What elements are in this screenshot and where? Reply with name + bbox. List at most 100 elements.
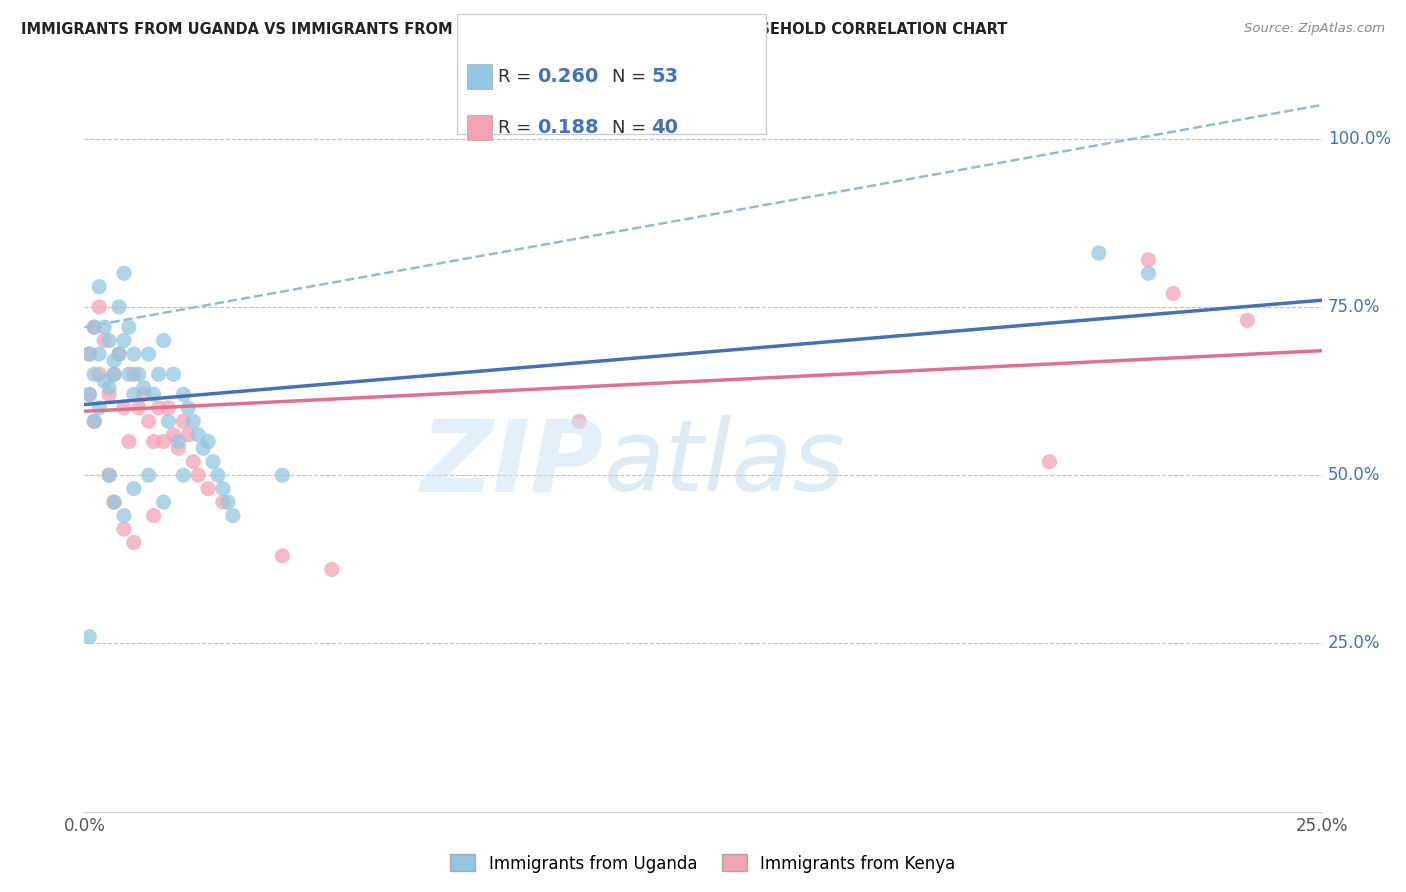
- Point: [157, 401, 180, 415]
- Point: [172, 387, 194, 401]
- Point: [118, 368, 141, 382]
- Text: 0.260: 0.260: [537, 67, 599, 87]
- Point: [122, 347, 145, 361]
- Point: [103, 368, 125, 382]
- Point: [118, 434, 141, 449]
- Text: R =: R =: [498, 119, 543, 136]
- Point: [142, 508, 165, 523]
- Point: [172, 414, 194, 428]
- Point: [89, 300, 111, 314]
- Point: [103, 368, 125, 382]
- Point: [79, 347, 101, 361]
- Point: [212, 495, 235, 509]
- Text: 0.188: 0.188: [537, 118, 599, 137]
- Text: 100.0%: 100.0%: [1327, 129, 1391, 148]
- Point: [89, 368, 111, 382]
- Point: [93, 374, 115, 388]
- Point: [79, 630, 101, 644]
- Text: Source: ZipAtlas.com: Source: ZipAtlas.com: [1244, 22, 1385, 36]
- Point: [112, 401, 135, 415]
- Text: IMMIGRANTS FROM UGANDA VS IMMIGRANTS FROM KENYA 2 OR MORE VEHICLES IN HOUSEHOLD : IMMIGRANTS FROM UGANDA VS IMMIGRANTS FRO…: [21, 22, 1008, 37]
- Point: [122, 482, 145, 496]
- Point: [197, 434, 219, 449]
- Point: [142, 387, 165, 401]
- Point: [108, 347, 131, 361]
- Point: [142, 434, 165, 449]
- Point: [83, 320, 105, 334]
- Point: [181, 455, 204, 469]
- Point: [122, 368, 145, 382]
- Text: atlas: atlas: [605, 416, 845, 512]
- Point: [191, 442, 214, 456]
- Point: [321, 562, 343, 576]
- Point: [217, 495, 239, 509]
- Point: [271, 468, 294, 483]
- Point: [138, 347, 160, 361]
- Point: [98, 468, 121, 483]
- Point: [202, 455, 225, 469]
- Point: [103, 353, 125, 368]
- Text: ZIP: ZIP: [420, 416, 605, 512]
- Point: [89, 401, 111, 415]
- Point: [98, 381, 121, 395]
- Point: [1236, 313, 1258, 327]
- Point: [98, 387, 121, 401]
- Point: [271, 549, 294, 563]
- Point: [89, 347, 111, 361]
- Point: [83, 414, 105, 428]
- Point: [1137, 252, 1160, 267]
- Point: [222, 508, 245, 523]
- Point: [103, 495, 125, 509]
- Point: [148, 401, 170, 415]
- Point: [187, 468, 209, 483]
- Point: [197, 482, 219, 496]
- Legend: Immigrants from Uganda, Immigrants from Kenya: Immigrants from Uganda, Immigrants from …: [444, 847, 962, 880]
- Point: [89, 279, 111, 293]
- Point: [83, 320, 105, 334]
- Point: [83, 368, 105, 382]
- Point: [122, 535, 145, 549]
- Point: [568, 414, 591, 428]
- Point: [1137, 266, 1160, 280]
- Point: [132, 381, 155, 395]
- Point: [148, 368, 170, 382]
- Point: [152, 334, 174, 348]
- Text: 25.0%: 25.0%: [1327, 634, 1381, 652]
- Text: N =: N =: [612, 68, 651, 86]
- Point: [152, 434, 174, 449]
- Point: [167, 434, 190, 449]
- Point: [79, 347, 101, 361]
- Point: [132, 387, 155, 401]
- Text: 75.0%: 75.0%: [1327, 298, 1381, 316]
- Point: [128, 368, 150, 382]
- Point: [93, 320, 115, 334]
- Point: [181, 414, 204, 428]
- Point: [103, 495, 125, 509]
- Point: [177, 401, 200, 415]
- Point: [83, 414, 105, 428]
- Point: [138, 414, 160, 428]
- Text: 50.0%: 50.0%: [1327, 467, 1381, 484]
- Point: [93, 334, 115, 348]
- Point: [112, 522, 135, 536]
- Point: [157, 414, 180, 428]
- Point: [128, 401, 150, 415]
- Point: [172, 468, 194, 483]
- Point: [98, 468, 121, 483]
- Point: [98, 334, 121, 348]
- Point: [79, 387, 101, 401]
- Text: N =: N =: [612, 119, 651, 136]
- Point: [1088, 246, 1111, 260]
- Point: [112, 266, 135, 280]
- Point: [152, 495, 174, 509]
- Point: [187, 427, 209, 442]
- Point: [118, 320, 141, 334]
- Point: [1161, 286, 1184, 301]
- Point: [207, 468, 229, 483]
- Point: [167, 442, 190, 456]
- Point: [79, 387, 101, 401]
- Point: [162, 427, 184, 442]
- Point: [162, 368, 184, 382]
- Point: [138, 468, 160, 483]
- Text: 40: 40: [651, 118, 678, 137]
